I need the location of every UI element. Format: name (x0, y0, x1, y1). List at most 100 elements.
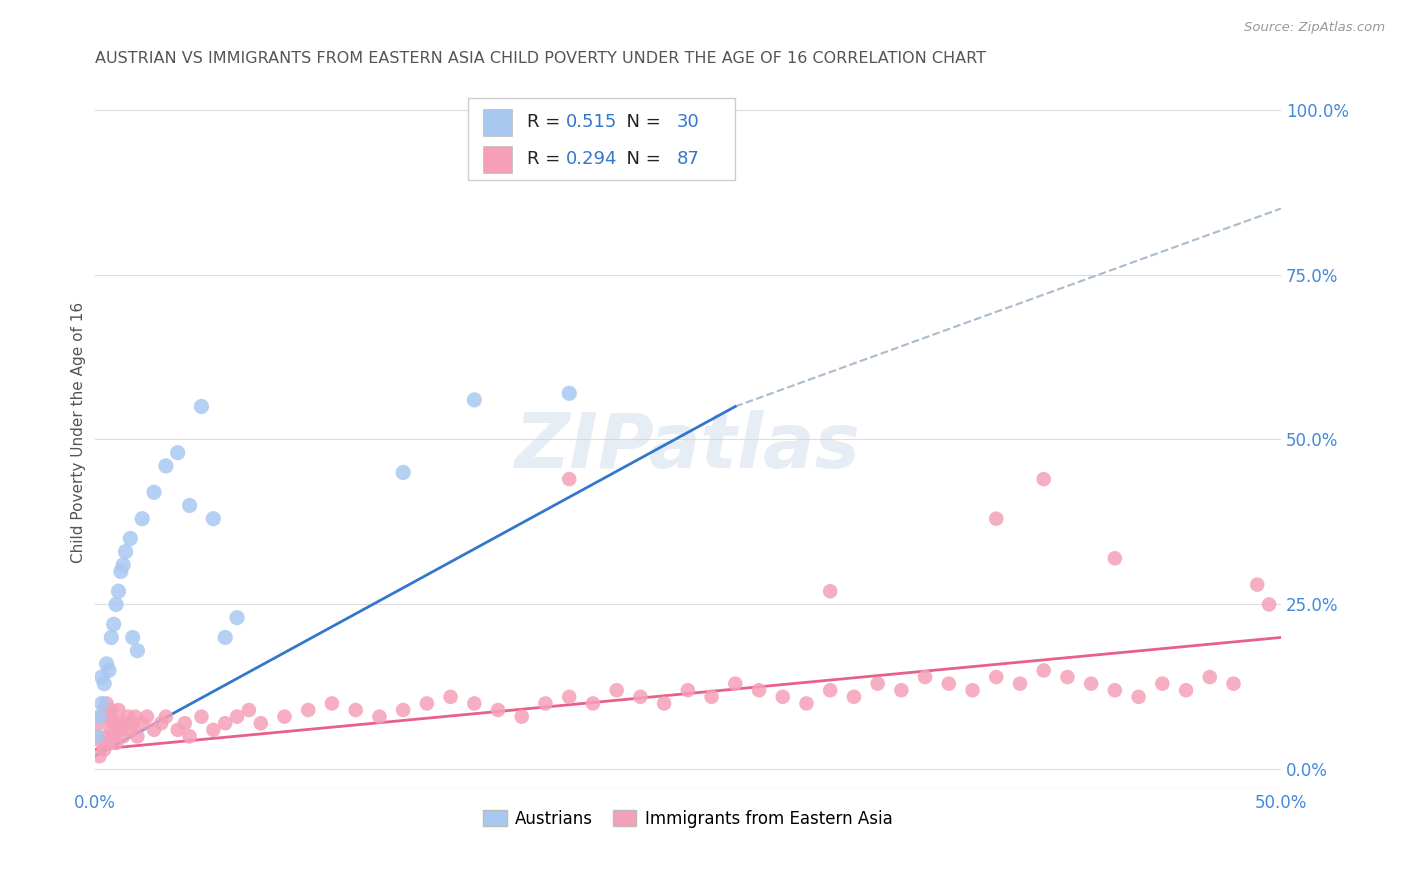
Y-axis label: Child Poverty Under the Age of 16: Child Poverty Under the Age of 16 (72, 302, 86, 564)
Point (103, 716, 125, 731)
Point (439, 690, 461, 704)
Point (748, 683, 770, 698)
Point (166, 723, 188, 737)
Point (89, 749, 111, 764)
Text: N =: N = (616, 150, 666, 169)
Point (1258, 598, 1281, 612)
Point (96, 697, 118, 711)
Point (962, 683, 984, 698)
Text: 0.515: 0.515 (565, 113, 617, 131)
Point (510, 709, 533, 723)
Point (558, 472, 581, 486)
Point (90, 736, 112, 750)
Point (392, 703, 415, 717)
Point (96, 730, 118, 744)
Point (558, 386, 581, 401)
Point (1080, 676, 1102, 690)
Point (463, 392, 485, 407)
Point (344, 703, 367, 717)
Point (93, 676, 115, 690)
Point (127, 730, 149, 744)
Text: 0.294: 0.294 (565, 150, 617, 169)
Point (190, 400, 212, 414)
Point (112, 558, 135, 572)
Point (89, 716, 111, 731)
Point (97, 709, 120, 723)
FancyBboxPatch shape (482, 145, 512, 173)
Point (114, 544, 136, 558)
Point (842, 690, 865, 704)
Point (558, 690, 581, 704)
Point (190, 709, 212, 723)
Point (1032, 664, 1054, 678)
Point (90, 670, 112, 684)
Point (97, 664, 120, 678)
Legend: Austrians, Immigrants from Eastern Asia: Austrians, Immigrants from Eastern Asia (477, 803, 898, 834)
Text: R =: R = (526, 113, 565, 131)
Point (226, 610, 249, 624)
Point (582, 697, 605, 711)
Point (1128, 690, 1150, 704)
Point (1008, 676, 1031, 690)
Point (700, 103, 723, 117)
Point (100, 631, 122, 645)
FancyBboxPatch shape (468, 98, 735, 180)
Point (986, 511, 1008, 525)
Point (652, 697, 675, 711)
Point (86, 730, 108, 744)
Point (103, 730, 125, 744)
Point (416, 697, 439, 711)
Point (155, 458, 177, 473)
Point (914, 670, 936, 684)
Point (249, 716, 271, 731)
Point (214, 716, 236, 731)
Point (150, 716, 173, 731)
Point (107, 716, 129, 731)
Point (120, 532, 142, 546)
Point (818, 584, 841, 599)
FancyBboxPatch shape (482, 109, 512, 136)
Point (105, 736, 128, 750)
Point (724, 676, 747, 690)
Point (796, 697, 818, 711)
Point (97, 736, 120, 750)
Point (1032, 472, 1054, 486)
Point (226, 709, 249, 723)
Point (124, 709, 146, 723)
Point (273, 709, 295, 723)
Text: ZIPatlas: ZIPatlas (515, 410, 860, 484)
Point (90, 697, 112, 711)
Point (117, 709, 139, 723)
Point (368, 709, 391, 723)
Point (986, 670, 1008, 684)
Point (100, 703, 122, 717)
Point (93, 703, 115, 717)
Point (534, 697, 557, 711)
Point (1152, 676, 1174, 690)
Point (107, 584, 129, 599)
Point (1104, 683, 1126, 698)
Point (700, 690, 723, 704)
Point (486, 703, 509, 717)
Point (89, 709, 111, 723)
Point (121, 631, 143, 645)
Point (202, 511, 225, 525)
Point (114, 716, 136, 731)
Point (1222, 676, 1244, 690)
Point (173, 716, 195, 731)
Point (112, 730, 135, 744)
Point (1198, 670, 1220, 684)
Point (143, 723, 166, 737)
Point (628, 690, 651, 704)
Point (90, 709, 112, 723)
Point (121, 716, 143, 731)
Point (127, 643, 149, 657)
Point (676, 683, 699, 698)
Text: Source: ZipAtlas.com: Source: ZipAtlas.com (1244, 21, 1385, 34)
Point (100, 723, 122, 737)
Point (179, 499, 201, 513)
Point (890, 683, 912, 698)
Point (214, 631, 236, 645)
Point (96, 657, 118, 671)
Point (321, 697, 343, 711)
